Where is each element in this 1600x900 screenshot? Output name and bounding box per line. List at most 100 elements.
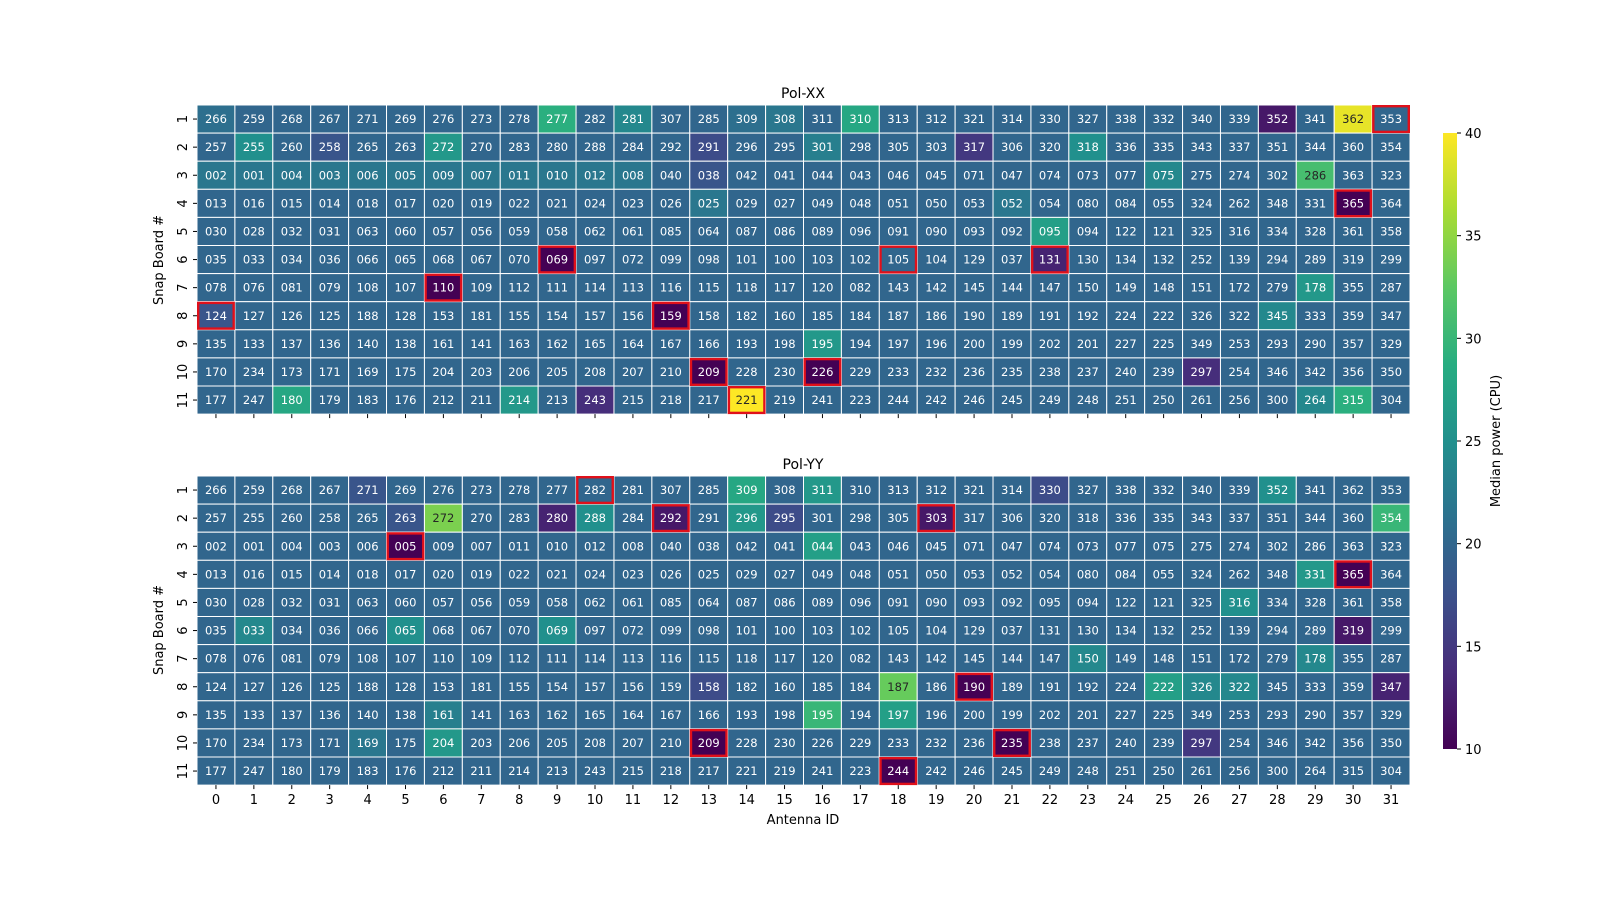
heatmap-cell <box>1144 700 1184 730</box>
heatmap-cell <box>1106 531 1146 561</box>
x-tick-label: 17 <box>852 793 869 808</box>
cell-label: 205 <box>546 736 568 750</box>
heatmap-cell <box>1219 503 1259 533</box>
cell-label: 059 <box>508 595 530 609</box>
heatmap-cell <box>1030 104 1070 134</box>
heatmap-cell <box>954 728 994 758</box>
y-tick-label: 3 <box>176 171 191 179</box>
cell-label: 266 <box>205 112 227 126</box>
cell-label: 070 <box>508 253 530 267</box>
cell-label: 056 <box>470 595 492 609</box>
highlight-box <box>538 245 577 274</box>
cell-label: 022 <box>508 567 530 581</box>
cell-label: 280 <box>546 511 568 525</box>
cell-label: 233 <box>887 736 909 750</box>
cell-label: 120 <box>811 281 833 295</box>
cell-label: 268 <box>281 483 303 497</box>
heatmap-cell <box>1371 160 1411 190</box>
heatmap-cell <box>386 587 425 618</box>
cell-label: 085 <box>660 224 682 238</box>
cell-label: 158 <box>698 309 720 323</box>
cell-label: 207 <box>622 736 644 750</box>
cell-label: 317 <box>963 140 985 154</box>
cell-label: 316 <box>1228 595 1250 609</box>
cell-label: 252 <box>1191 624 1213 638</box>
cell-label: 001 <box>243 539 265 553</box>
cell-label: 218 <box>660 764 682 778</box>
cell-label: 221 <box>736 764 758 778</box>
heatmap-cell <box>1257 475 1297 505</box>
heatmap-cell <box>196 160 236 190</box>
heatmap-cell <box>803 728 842 758</box>
heatmap-cell <box>310 188 350 218</box>
heatmap-cell <box>1182 475 1221 505</box>
heatmap-cell <box>916 216 956 246</box>
cell-label: 297 <box>1191 736 1213 750</box>
cell-label: 180 <box>281 393 303 407</box>
x-tick-label: 31 <box>1383 793 1400 808</box>
heatmap-cell <box>765 188 804 218</box>
heatmap-cell <box>423 587 463 618</box>
heatmap-cell <box>423 160 463 190</box>
cell-label: 102 <box>849 624 871 638</box>
cell-label: 297 <box>1191 365 1213 379</box>
y-tick-label: 1 <box>176 486 191 494</box>
heatmap-cell <box>1106 385 1146 415</box>
cell-label: 069 <box>546 624 568 638</box>
heatmap-cell <box>840 728 880 758</box>
cell-label: 166 <box>698 337 720 351</box>
cell-label: 210 <box>660 365 682 379</box>
heatmap-cell <box>386 475 425 505</box>
cell-label: 150 <box>1077 652 1099 666</box>
heatmap-cell <box>1371 188 1411 218</box>
cell-label: 017 <box>395 567 417 581</box>
heatmap-cell <box>803 559 842 589</box>
cell-label: 309 <box>736 112 758 126</box>
heatmap-cell <box>1219 104 1259 134</box>
cell-label: 143 <box>887 281 909 295</box>
colorbar-tick-label: 25 <box>1465 435 1482 450</box>
colorbar-gradient <box>1443 133 1457 749</box>
heatmap-cell <box>1371 644 1411 674</box>
heatmap-cell <box>272 245 312 275</box>
cell-label: 217 <box>698 393 720 407</box>
cell-label: 361 <box>1342 595 1364 609</box>
cell-label: 323 <box>1380 168 1402 182</box>
heatmap-cell <box>651 132 691 162</box>
cell-label: 098 <box>698 624 720 638</box>
cell-label: 011 <box>508 539 530 553</box>
cell-label: 070 <box>508 624 530 638</box>
cell-label: 082 <box>849 652 871 666</box>
x-tick-label: 13 <box>700 793 717 808</box>
cell-label: 176 <box>395 764 417 778</box>
cell-label: 012 <box>584 539 606 553</box>
cell-label: 258 <box>319 140 341 154</box>
heatmap-cell <box>916 385 956 415</box>
cell-label: 012 <box>584 168 606 182</box>
heatmap-cell <box>1068 216 1108 246</box>
highlight-box <box>196 301 235 330</box>
y-tick-label: 8 <box>176 312 191 320</box>
cell-label: 293 <box>1266 708 1288 722</box>
cell-label: 065 <box>395 253 417 267</box>
highlight-box <box>689 728 728 757</box>
cell-label: 182 <box>736 680 758 694</box>
cell-label: 060 <box>395 595 417 609</box>
colorbar-ticks: 10 15 20 25 30 35 40 <box>1457 127 1482 758</box>
cell-label: 015 <box>281 196 303 210</box>
cell-label: 006 <box>357 168 379 182</box>
cell-label: 271 <box>357 483 379 497</box>
heatmap-cell <box>765 531 804 561</box>
heatmap-cell <box>878 587 918 618</box>
cell-label: 322 <box>1228 309 1250 323</box>
heatmap-cell <box>1257 385 1297 415</box>
heatmap-cell <box>1333 503 1373 533</box>
colorbar-tick-label: 10 <box>1465 743 1482 758</box>
cell-label: 342 <box>1304 736 1326 750</box>
cell-label: 115 <box>698 652 720 666</box>
x-tick-label: 22 <box>1042 793 1059 808</box>
cell-label: 183 <box>357 764 379 778</box>
heatmap-cell <box>916 756 956 786</box>
y-tick-labels: 1 2 3 4 5 6 7 8 9 10 11 <box>176 486 197 779</box>
heatmap-cell <box>423 385 463 415</box>
